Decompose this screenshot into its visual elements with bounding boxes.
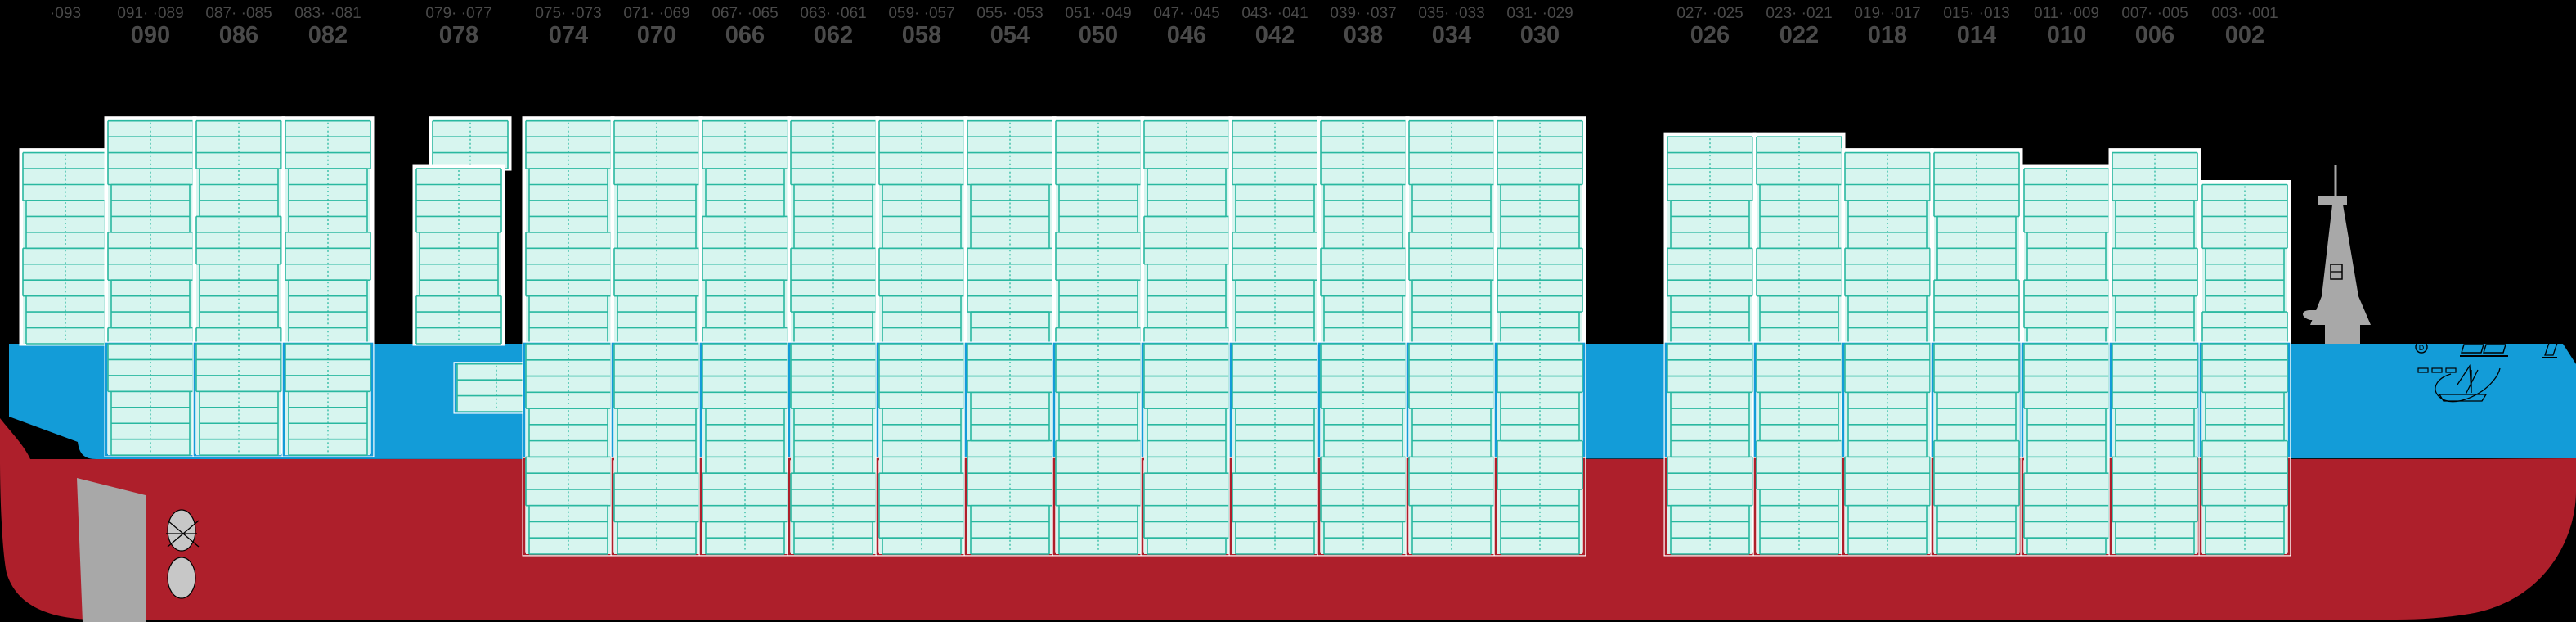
svg-text:078: 078 [439, 22, 478, 48]
svg-text:046: 046 [1167, 22, 1206, 48]
svg-text:062: 062 [814, 22, 853, 48]
svg-text:070: 070 [637, 22, 676, 48]
svg-text:075· ·073: 075· ·073 [535, 5, 601, 22]
svg-text:035· ·033: 035· ·033 [1418, 5, 1484, 22]
svg-text:026: 026 [1690, 22, 1730, 48]
svg-text:082: 082 [308, 22, 348, 48]
svg-text:023· ·021: 023· ·021 [1766, 5, 1832, 22]
svg-text:071· ·069: 071· ·069 [623, 5, 689, 22]
svg-text:027· ·025: 027· ·025 [1676, 5, 1743, 22]
svg-text:058: 058 [902, 22, 941, 48]
svg-text:002: 002 [2225, 22, 2264, 48]
svg-text:022: 022 [1779, 22, 1819, 48]
svg-text:011· ·009: 011· ·009 [2034, 5, 2099, 22]
svg-text:039· ·037: 039· ·037 [1330, 5, 1396, 22]
svg-text:034: 034 [1432, 22, 1471, 48]
svg-text:003· ·001: 003· ·001 [2211, 5, 2278, 22]
svg-text:031· ·029: 031· ·029 [1506, 5, 1573, 22]
svg-text:079· ·077: 079· ·077 [425, 5, 491, 22]
svg-text:015· ·013: 015· ·013 [1943, 5, 2009, 22]
svg-text:063· ·061: 063· ·061 [800, 5, 866, 22]
svg-text:014: 014 [1957, 22, 1996, 48]
svg-text:010: 010 [2047, 22, 2086, 48]
svg-text:067· ·065: 067· ·065 [711, 5, 778, 22]
svg-text:050: 050 [1079, 22, 1118, 48]
svg-text:087· ·085: 087· ·085 [205, 5, 272, 22]
svg-text:D: D [2419, 344, 2425, 352]
svg-text:030: 030 [1520, 22, 1560, 48]
svg-text:043· ·041: 043· ·041 [1241, 5, 1308, 22]
svg-text:083· ·081: 083· ·081 [294, 5, 361, 22]
svg-text:054: 054 [990, 22, 1030, 48]
svg-text:007· ·005: 007· ·005 [2121, 5, 2188, 22]
svg-text:066: 066 [725, 22, 765, 48]
svg-text:018: 018 [1868, 22, 1907, 48]
svg-text:086: 086 [219, 22, 258, 48]
svg-text:090: 090 [131, 22, 170, 48]
svg-text:042: 042 [1255, 22, 1295, 48]
svg-text:059· ·057: 059· ·057 [888, 5, 954, 22]
svg-text:038: 038 [1344, 22, 1383, 48]
svg-text:091· ·089: 091· ·089 [117, 5, 183, 22]
svg-text:047· ·045: 047· ·045 [1153, 5, 1219, 22]
svg-text:074: 074 [549, 22, 588, 48]
svg-text:055· ·053: 055· ·053 [976, 5, 1043, 22]
svg-text:·093: ·093 [50, 5, 81, 22]
svg-text:019· ·017: 019· ·017 [1854, 5, 1920, 22]
svg-text:006: 006 [2135, 22, 2174, 48]
svg-text:051· ·049: 051· ·049 [1065, 5, 1131, 22]
